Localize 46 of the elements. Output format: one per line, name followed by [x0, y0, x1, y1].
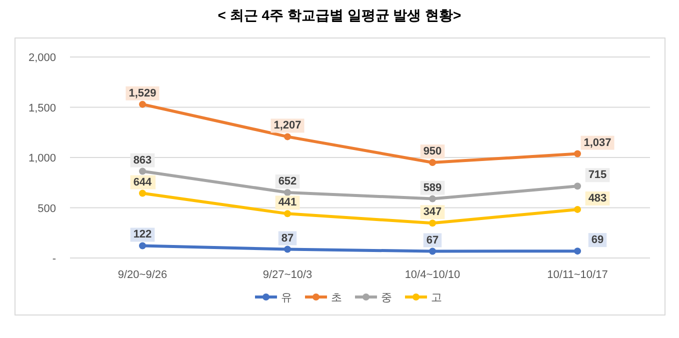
y-tick-label: 1,000: [28, 152, 56, 164]
data-label: 483: [588, 192, 607, 204]
point: [139, 100, 146, 108]
point: [139, 242, 146, 250]
legend-label: 유: [281, 292, 292, 304]
data-label: 1,529: [128, 87, 156, 100]
y-tick-label: 2,000: [28, 52, 56, 64]
data-label: 87: [281, 232, 294, 244]
legend-label: 중: [381, 292, 392, 304]
data-label: 67: [426, 234, 439, 246]
data-label: 441: [278, 196, 297, 209]
point: [139, 190, 146, 197]
data-label: 69: [591, 234, 604, 246]
point: [284, 188, 291, 196]
data-label: 950: [423, 146, 442, 158]
y-tick-label: -: [52, 253, 56, 265]
x-tick-label: 10/11~10/17: [547, 269, 608, 281]
data-label: 589: [423, 182, 442, 194]
data-label: 644: [133, 176, 153, 188]
data-label: 1,037: [584, 136, 612, 149]
point: [574, 248, 581, 255]
y-tick-label: 1,500: [28, 102, 56, 114]
chart-title: < 최근 4주 학교급별 일평균 발생 현황>: [218, 7, 462, 23]
point: [139, 168, 146, 175]
data-label: 715: [588, 169, 607, 182]
x-tick-label: 10/4~10/10: [404, 269, 460, 281]
y-tick-label: 500: [38, 202, 56, 215]
point: [574, 182, 581, 190]
data-label: 863: [133, 154, 152, 166]
point: [429, 195, 436, 202]
point: [429, 248, 436, 255]
point: [429, 220, 436, 227]
point: [284, 133, 291, 140]
data-label: 347: [423, 206, 442, 218]
data-label: 652: [278, 175, 297, 188]
point: [284, 246, 291, 253]
point: [574, 150, 581, 158]
point: [284, 210, 291, 218]
point: [574, 206, 581, 213]
point: [429, 159, 436, 166]
data-label: 1,207: [274, 120, 302, 132]
legend-label: 고: [431, 292, 442, 304]
data-label: 122: [133, 228, 152, 241]
x-tick-label: 9/27~10/3: [262, 269, 312, 281]
legend-label: 초: [331, 292, 342, 304]
x-tick-label: 9/20~9/26: [118, 269, 168, 281]
